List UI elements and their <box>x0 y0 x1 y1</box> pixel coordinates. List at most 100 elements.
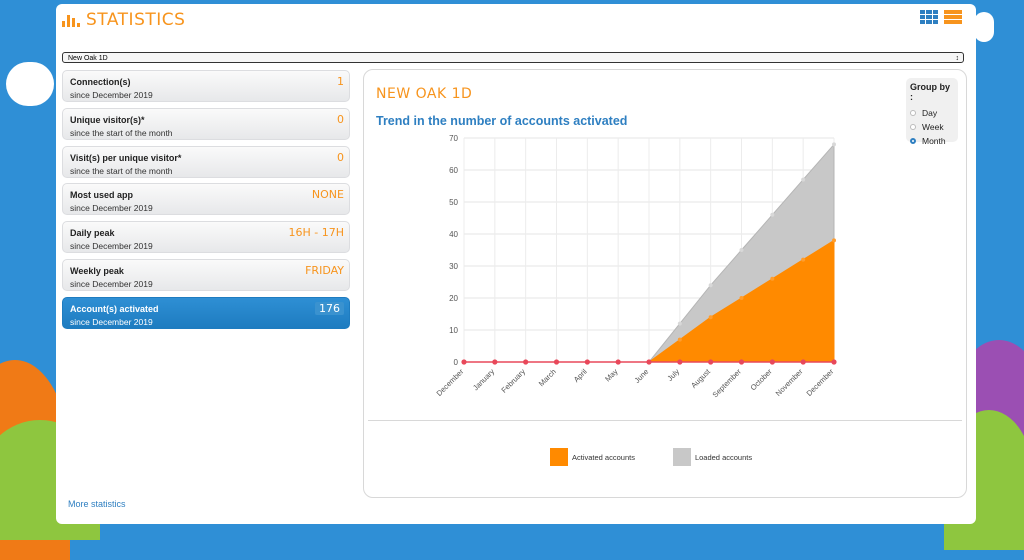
stat-value: 176 <box>315 301 344 315</box>
y-tick-label: 40 <box>449 230 458 239</box>
stat-connections[interactable]: Connection(s) since December 2019 1 <box>62 70 350 102</box>
app-title: STATISTICS <box>62 10 185 30</box>
chart-subtitle: Trend in the number of accounts activate… <box>376 114 628 128</box>
x-tick-label: April <box>572 367 589 384</box>
stat-label: Connection(s) <box>70 77 131 87</box>
stat-most-used-app[interactable]: Most used app since December 2019 NONE <box>62 183 350 216</box>
group-by-day[interactable]: Day <box>910 106 954 120</box>
stat-sub: since December 2019 <box>70 241 153 252</box>
x-tick-label: November <box>774 367 805 398</box>
baseline-point <box>677 359 683 365</box>
data-point-loaded <box>832 142 836 147</box>
radio-day[interactable] <box>910 110 916 116</box>
cloud-right <box>974 12 994 42</box>
x-tick-label: July <box>665 367 681 383</box>
baseline-point <box>492 359 498 365</box>
bar-chart-icon <box>62 13 80 27</box>
card-title: NEW OAK 1D <box>376 86 473 102</box>
group-by-week[interactable]: Week <box>910 120 954 134</box>
radio-week[interactable] <box>910 124 916 130</box>
stat-weekly-peak[interactable]: Weekly peak since December 2019 FRIDAY <box>62 258 350 291</box>
stat-sub: since the start of the month <box>70 165 173 176</box>
list-view-icon[interactable] <box>944 10 962 24</box>
x-tick-label: March <box>537 367 558 388</box>
baseline-point <box>523 359 529 365</box>
baseline-point <box>738 359 745 365</box>
y-tick-label: 20 <box>449 294 458 303</box>
baseline-point <box>615 359 621 365</box>
data-point-loaded <box>801 177 806 182</box>
stats-list: Connection(s) since December 2019 1 Uniq… <box>62 70 350 335</box>
radio-month[interactable] <box>910 138 916 144</box>
data-point-loaded <box>739 248 744 252</box>
x-tick-label: February <box>499 367 527 395</box>
data-point-loaded <box>708 283 713 288</box>
structure-select-value: New Oak 1D <box>68 55 108 62</box>
chart-legend: Activated accounts Loaded accounts <box>550 448 790 466</box>
y-tick-label: 50 <box>449 198 458 207</box>
stat-label: Account(s) activated <box>70 303 159 314</box>
group-by-month[interactable]: Month <box>910 134 954 148</box>
x-tick-label: June <box>633 367 651 385</box>
select-arrows-icon: ↕ <box>955 55 960 62</box>
legend-label: Activated accounts <box>572 452 635 462</box>
stat-label: Unique visitor(s)* <box>70 114 145 125</box>
data-point-loaded <box>677 321 682 326</box>
stat-unique-visitors[interactable]: Unique visitor(s)* since the start of th… <box>62 107 350 140</box>
statistics-panel: STATISTICS New Oak 1D ↕ Connection(s) si… <box>56 4 976 524</box>
baseline-point <box>553 359 560 365</box>
y-tick-label: 30 <box>449 262 458 271</box>
stat-value: 1 <box>337 75 344 88</box>
stat-sub: since December 2019 <box>70 90 153 100</box>
data-point-activated <box>801 257 806 262</box>
group-by-option-label: Week <box>922 122 944 132</box>
more-statistics-link[interactable]: More statistics <box>68 499 126 509</box>
stat-visits-per-visitor[interactable]: Visit(s) per unique visitor* since the s… <box>62 145 350 178</box>
y-tick-label: 70 <box>449 134 458 143</box>
baseline-point <box>461 359 467 365</box>
stat-accounts-activated[interactable]: Account(s) activated since December 2019… <box>62 296 350 329</box>
baseline-point <box>831 359 837 365</box>
stat-value: 0 <box>337 150 344 164</box>
x-tick-label: May <box>603 367 620 384</box>
cloud-left <box>6 62 54 106</box>
data-point-activated <box>770 276 775 281</box>
data-point-activated <box>708 315 713 320</box>
group-by-option-label: Month <box>922 136 946 146</box>
stat-value: NONE <box>311 188 344 202</box>
x-tick-label: September <box>711 367 744 400</box>
x-tick-label: December <box>805 367 836 398</box>
legend-divider <box>368 420 962 421</box>
baseline-point <box>708 359 714 365</box>
stat-value: 16H - 17H <box>288 226 345 240</box>
chart-card: NEW OAK 1D Trend in the number of accoun… <box>363 69 967 498</box>
stat-sub: since December 2019 <box>70 316 153 327</box>
stat-label: Daily peak <box>70 228 115 239</box>
data-point-activated <box>832 238 836 243</box>
x-tick-label: August <box>689 366 713 390</box>
legend-swatch-activated <box>550 448 568 466</box>
group-by-title: Group by : <box>910 82 950 102</box>
baseline-point <box>584 359 590 365</box>
legend-item-activated[interactable]: Activated accounts <box>550 448 635 466</box>
stat-daily-peak[interactable]: Daily peak since December 2019 16H - 17H <box>62 221 350 254</box>
data-point-activated <box>739 296 744 300</box>
baseline-point <box>800 359 806 365</box>
legend-label: Loaded accounts <box>694 452 753 462</box>
data-point-activated <box>677 337 682 342</box>
x-tick-label: December <box>435 367 466 398</box>
stat-sub: since December 2019 <box>70 278 153 289</box>
group-by-box: Group by : Day Week Month <box>906 78 958 146</box>
legend-item-loaded[interactable]: Loaded accounts <box>672 448 753 466</box>
grid-view-icon[interactable] <box>920 10 938 24</box>
baseline-point <box>769 359 775 365</box>
x-tick-label: January <box>471 367 496 392</box>
stat-sub: since the start of the month <box>70 127 173 138</box>
x-tick-label: October <box>749 367 775 393</box>
stat-label: Visit(s) per unique visitor* <box>70 152 182 163</box>
view-switcher <box>920 10 962 24</box>
stat-label: Weekly peak <box>70 265 124 276</box>
structure-select[interactable]: New Oak 1D ↕ <box>62 52 964 63</box>
stat-sub: since December 2019 <box>70 203 153 214</box>
